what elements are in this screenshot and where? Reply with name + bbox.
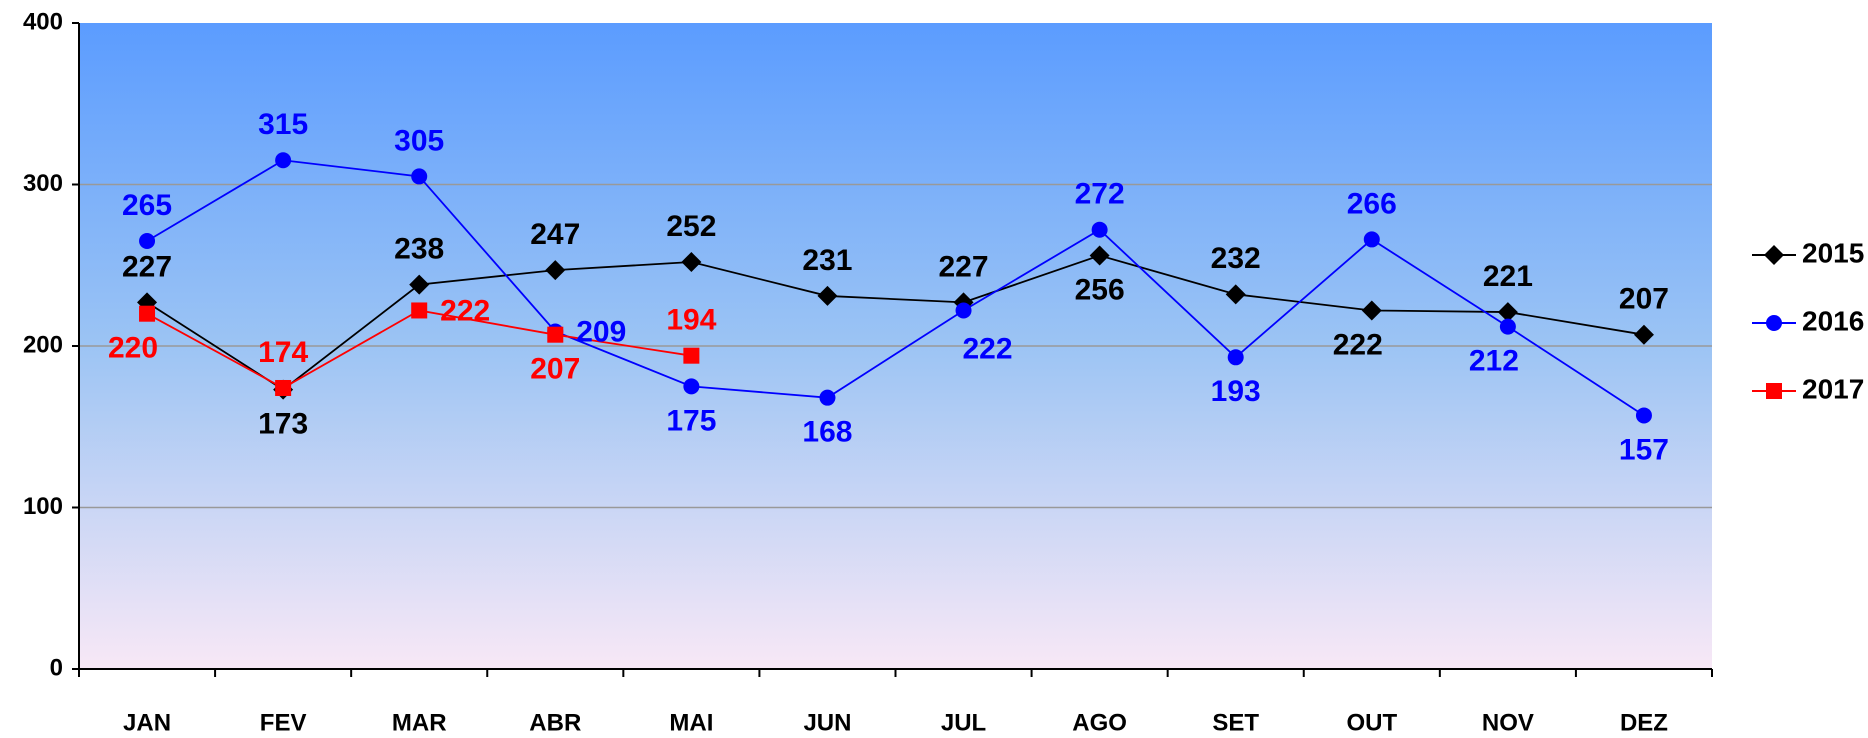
series-line bbox=[146, 254, 1645, 391]
data-label: 220 bbox=[108, 332, 158, 365]
y-tick-label: 300 bbox=[23, 170, 63, 197]
x-tick-label: FEV bbox=[260, 709, 307, 736]
x-tick-label: MAR bbox=[392, 709, 447, 736]
data-label: 193 bbox=[1211, 375, 1261, 408]
marker bbox=[411, 302, 428, 319]
y-tick-label: 200 bbox=[23, 331, 63, 358]
x-tick-label: MAI bbox=[669, 709, 713, 736]
data-label: 207 bbox=[530, 353, 580, 386]
x-tick-label: NOV bbox=[1482, 709, 1534, 736]
data-label: 227 bbox=[939, 250, 989, 283]
data-label: 266 bbox=[1347, 187, 1397, 220]
data-label: 222 bbox=[440, 294, 490, 327]
data-label: 207 bbox=[1619, 283, 1669, 316]
marker bbox=[1225, 284, 1246, 305]
marker bbox=[1633, 324, 1654, 345]
data-label: 221 bbox=[1483, 260, 1533, 293]
marker bbox=[1361, 300, 1382, 321]
marker bbox=[139, 305, 156, 322]
data-label: 232 bbox=[1211, 242, 1261, 275]
marker bbox=[1764, 245, 1784, 265]
data-label: 227 bbox=[122, 250, 172, 283]
marker bbox=[275, 152, 292, 169]
marker bbox=[275, 379, 292, 396]
data-label: 222 bbox=[1333, 328, 1383, 361]
marker bbox=[1091, 221, 1108, 238]
x-tick-label: JUL bbox=[941, 709, 986, 736]
legend-label: 2016 bbox=[1802, 305, 1864, 336]
marker bbox=[1635, 407, 1652, 424]
marker bbox=[1766, 315, 1782, 331]
data-label: 209 bbox=[576, 315, 626, 348]
marker bbox=[1089, 245, 1110, 266]
marker bbox=[817, 285, 838, 306]
data-label: 305 bbox=[394, 124, 444, 157]
x-tick-label: DEZ bbox=[1620, 709, 1668, 736]
data-label: 247 bbox=[530, 218, 580, 251]
x-tick-label: JAN bbox=[123, 709, 171, 736]
data-label: 222 bbox=[963, 332, 1013, 365]
x-tick-label: SET bbox=[1212, 709, 1259, 736]
data-label: 157 bbox=[1619, 433, 1669, 466]
marker bbox=[409, 274, 430, 295]
legend-label: 2015 bbox=[1802, 237, 1864, 268]
x-tick-label: ABR bbox=[529, 709, 581, 736]
data-label: 174 bbox=[258, 336, 308, 369]
y-tick-label: 100 bbox=[23, 493, 63, 520]
y-tick-label: 400 bbox=[23, 8, 63, 35]
marker bbox=[681, 252, 702, 273]
data-label: 168 bbox=[802, 416, 852, 449]
data-label: 272 bbox=[1075, 178, 1125, 211]
data-label: 315 bbox=[258, 108, 308, 141]
marker bbox=[683, 378, 700, 395]
data-label: 212 bbox=[1469, 345, 1519, 378]
marker bbox=[955, 302, 972, 319]
legend-label: 2017 bbox=[1802, 373, 1864, 404]
data-label: 194 bbox=[666, 304, 716, 337]
marker bbox=[1227, 349, 1244, 366]
x-tick-label: JUN bbox=[803, 709, 851, 736]
data-label: 256 bbox=[1075, 273, 1125, 306]
marker bbox=[411, 168, 428, 185]
series-line bbox=[146, 159, 1645, 417]
marker bbox=[1766, 383, 1782, 399]
marker bbox=[683, 347, 700, 364]
x-tick-label: AGO bbox=[1072, 709, 1127, 736]
marker bbox=[545, 260, 566, 281]
marker bbox=[1499, 318, 1516, 335]
data-label: 238 bbox=[394, 233, 444, 266]
data-label: 175 bbox=[666, 404, 716, 437]
marker bbox=[1363, 231, 1380, 248]
data-label: 265 bbox=[122, 189, 172, 222]
marker bbox=[819, 389, 836, 406]
data-label: 173 bbox=[258, 408, 308, 441]
marker bbox=[139, 233, 156, 250]
data-label: 252 bbox=[666, 210, 716, 243]
data-label: 231 bbox=[802, 244, 852, 277]
marker bbox=[1497, 302, 1518, 323]
x-tick-label: OUT bbox=[1346, 709, 1397, 736]
marker bbox=[547, 326, 564, 343]
y-tick-label: 0 bbox=[50, 654, 63, 681]
